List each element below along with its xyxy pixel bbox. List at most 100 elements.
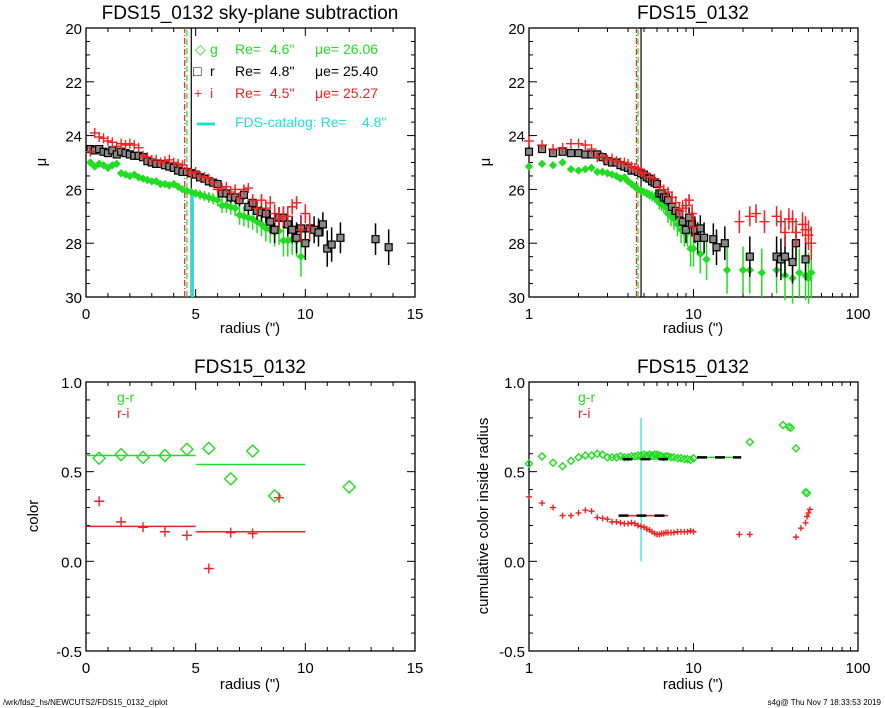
data-point-g-r	[666, 452, 676, 462]
legend-re-label-g: Re=	[235, 41, 261, 57]
data-point-g-r	[778, 420, 788, 430]
x-axis-label: radius (")	[663, 320, 723, 337]
x-axis-label: radius (")	[663, 676, 723, 693]
y-axis-label: μ	[477, 158, 494, 167]
plot-frame	[85, 381, 416, 652]
data-point-g-r	[201, 441, 216, 456]
data-point-i	[557, 142, 568, 153]
data-point-g-r	[786, 423, 796, 433]
data-point-i	[256, 195, 267, 206]
y-tick-label: -0.5	[56, 644, 82, 661]
data-point-i	[247, 195, 258, 206]
y-tick-label: 26	[65, 182, 82, 199]
data-point-r	[681, 225, 691, 234]
data-point-r-i	[628, 519, 635, 526]
legend-band-g: g	[210, 41, 218, 57]
data-point-r-i	[806, 506, 813, 513]
y-axis-label: color	[25, 500, 42, 533]
legend-band-i: i	[210, 85, 213, 101]
footer-timestamp: s4g@ Thu Nov 7 18:33:53 2019	[767, 698, 881, 707]
legend-mu-i: 25.27	[343, 85, 378, 101]
data-point-g	[757, 268, 766, 277]
data-point-g	[191, 189, 200, 198]
y-tick-label: 0.0	[504, 554, 525, 571]
data-point-g	[795, 268, 804, 277]
data-point-r	[700, 233, 709, 242]
data-point-g-r	[659, 452, 669, 462]
legend-r-i: r-i	[117, 405, 129, 421]
data-point-i	[638, 168, 649, 179]
x-tick-label: 0	[82, 306, 90, 323]
chart-title: FDS15_0132 sky-plane subtraction	[102, 3, 399, 24]
legend-re-label-r: Re=	[235, 63, 261, 79]
data-point-g-r	[92, 451, 107, 466]
data-point-i	[269, 208, 280, 219]
legend-re-g: 4.6"	[270, 41, 294, 57]
data-point-r	[292, 233, 301, 242]
data-point-g-r	[342, 479, 357, 494]
data-point-i	[744, 211, 755, 222]
data-point-i	[771, 211, 782, 222]
data-point-g	[581, 165, 590, 174]
data-point-r-i	[203, 563, 214, 574]
data-point-g	[722, 265, 732, 275]
data-point-i	[155, 157, 166, 168]
x-tick-label: 10	[685, 306, 702, 323]
data-point-g-r	[245, 444, 260, 459]
legend-entry-r: □ r Re= 4.8" μe= 25.40	[193, 63, 378, 79]
data-point-g-r	[537, 451, 547, 461]
data-point-i	[775, 216, 786, 227]
legend-band-r: r	[210, 63, 215, 79]
data-point-r-i	[684, 528, 691, 535]
data-point-g	[138, 174, 148, 183]
data-point-r-i	[247, 528, 258, 539]
data-point-r-i	[588, 508, 595, 515]
data-point-i	[230, 184, 241, 195]
data-point-g-r	[802, 488, 812, 498]
data-point-r-i	[575, 509, 582, 516]
data-point-i	[759, 216, 770, 227]
data-point-i	[649, 173, 660, 184]
y-tick-label: 24	[65, 129, 82, 146]
data-point-r	[712, 243, 721, 252]
data-point-i	[138, 150, 149, 161]
x-tick-label: 10	[297, 306, 314, 323]
data-point-i	[688, 222, 699, 233]
legend-re-r: 4.8"	[270, 63, 294, 79]
data-point-i	[243, 183, 254, 194]
data-point-i	[208, 177, 219, 188]
data-point-i	[252, 203, 263, 214]
x-tick-label: 100	[845, 306, 870, 323]
data-point-g	[151, 177, 161, 186]
data-point-r-i	[617, 519, 624, 526]
data-point-i	[133, 142, 144, 153]
data-point-i	[212, 184, 223, 195]
panel-profile-log: FDS15_0132 radius (") μ 1 10 100 20 22 24 26 28…	[477, 3, 871, 337]
x-tick-label: 1	[525, 660, 533, 677]
x-tick-label: 5	[191, 660, 199, 677]
data-point-i	[295, 224, 306, 235]
data-point-i	[265, 197, 276, 208]
y-tick-label: 20	[65, 21, 82, 38]
data-point-r	[301, 239, 310, 248]
x-axis-label: radius (")	[220, 320, 280, 337]
data-point-r-i	[159, 526, 170, 537]
data-point-i	[190, 166, 201, 177]
data-point-g	[230, 204, 240, 213]
data-point-g	[524, 162, 534, 171]
data-point-g-r	[524, 459, 534, 469]
data-point-i	[780, 227, 791, 238]
footer-path: /wrk/fds2_hs/NEWCUTS2/FDS15_0132_ciplot	[3, 698, 168, 707]
data-point-i	[102, 135, 113, 146]
legend-marker-g: ◇	[195, 41, 206, 57]
data-point-i	[684, 195, 695, 206]
y-axis-label: μ	[33, 158, 50, 167]
data-point-r-i	[690, 528, 697, 535]
data-point-g	[558, 158, 567, 167]
data-point-r-i	[526, 493, 532, 500]
data-point-r-i	[599, 515, 606, 522]
legend-catalog-label: FDS-catalog: Re=	[235, 114, 347, 130]
x-tick-label: 10	[297, 660, 314, 677]
x-tick-label: 0	[82, 660, 90, 677]
